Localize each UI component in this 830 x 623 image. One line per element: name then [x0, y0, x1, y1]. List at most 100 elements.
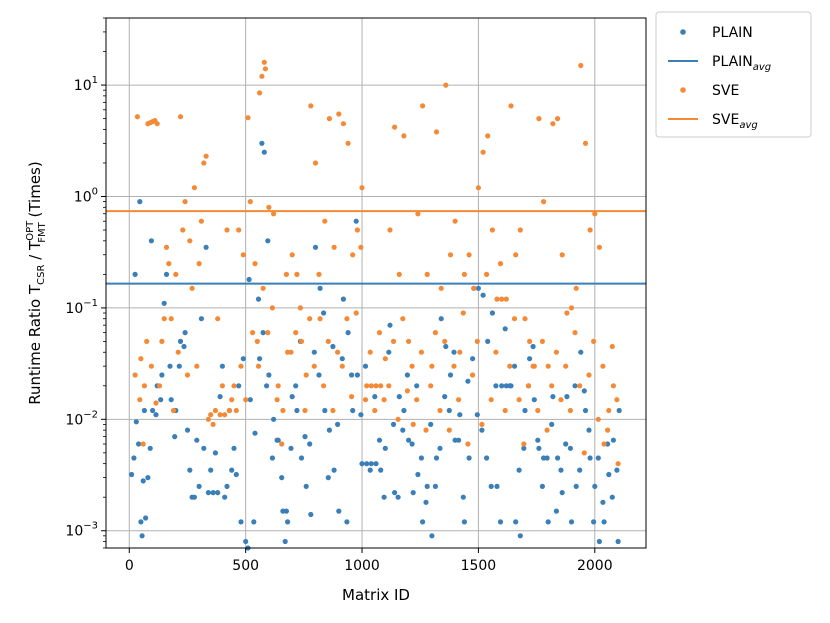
point-sve	[549, 383, 555, 389]
point-sve	[349, 394, 355, 400]
point-plain	[563, 441, 569, 447]
point-plain	[158, 397, 164, 403]
point-plain	[396, 394, 402, 400]
point-plain	[376, 437, 383, 443]
point-plain	[596, 538, 603, 545]
point-sve	[410, 421, 416, 427]
point-plain	[443, 343, 449, 350]
point-sve	[595, 416, 601, 422]
point-plain	[362, 363, 369, 369]
point-sve	[316, 271, 322, 277]
point-plain	[586, 427, 592, 433]
point-sve	[280, 407, 286, 414]
point-plain	[261, 149, 267, 155]
point-sve	[452, 218, 458, 224]
plot-frame	[105, 17, 647, 549]
point-plain	[219, 363, 225, 369]
point-plain	[311, 349, 317, 355]
point-plain	[530, 343, 536, 350]
point-plain	[460, 494, 466, 500]
point-plain	[339, 356, 345, 362]
point-sve	[191, 185, 197, 191]
point-sve	[294, 271, 300, 277]
point-plain	[499, 383, 505, 389]
legend-box	[655, 11, 812, 138]
point-sve	[283, 271, 289, 277]
point-sve	[489, 227, 495, 233]
point-plain	[181, 343, 187, 350]
point-plain	[446, 407, 452, 414]
point-sve	[488, 397, 494, 403]
point-plain	[432, 483, 438, 489]
point-plain	[400, 427, 406, 433]
point-sve	[362, 397, 369, 403]
point-plain	[345, 330, 351, 336]
point-sve	[140, 441, 146, 447]
point-sve	[194, 363, 200, 369]
point-sve	[563, 363, 569, 369]
point-sve	[460, 310, 466, 316]
point-sve	[293, 330, 299, 336]
point-plain	[266, 372, 272, 378]
series-sve	[132, 59, 621, 467]
point-sve	[480, 149, 486, 155]
point-sve	[457, 349, 463, 355]
point-sve	[503, 296, 509, 302]
point-sve	[513, 252, 519, 258]
point-sve	[429, 363, 435, 369]
point-plain	[145, 475, 151, 481]
point-sve	[353, 310, 359, 316]
point-plain	[573, 483, 579, 489]
point-sve	[479, 421, 485, 427]
point-sve	[432, 330, 438, 336]
point-plain	[564, 394, 570, 400]
point-plain	[479, 427, 485, 433]
point-plain	[335, 421, 341, 427]
point-sve	[499, 296, 505, 302]
point-sve	[137, 397, 143, 403]
point-plain	[568, 519, 575, 525]
point-sve	[559, 252, 565, 258]
point-plain	[392, 490, 398, 496]
point-sve	[615, 461, 621, 467]
point-sve	[231, 383, 237, 389]
point-plain	[386, 349, 392, 355]
point-plain	[303, 483, 309, 489]
point-sve	[279, 441, 285, 447]
point-sve	[601, 441, 607, 447]
point-sve	[215, 316, 221, 322]
point-plain	[494, 483, 500, 489]
point-sve	[340, 121, 346, 127]
point-sve	[266, 204, 272, 210]
point-plain	[260, 330, 266, 336]
point-plain	[582, 407, 589, 414]
point-plain	[484, 455, 490, 461]
point-plain	[616, 407, 622, 414]
scatter-points	[129, 59, 622, 551]
legend-item: PLAINavg	[668, 54, 771, 73]
point-plain	[172, 434, 178, 440]
point-plain	[418, 455, 424, 461]
point-sve	[474, 338, 480, 344]
point-sve	[521, 441, 527, 447]
point-plain	[243, 538, 249, 545]
point-plain	[592, 483, 598, 489]
point-sve	[527, 338, 533, 344]
point-plain	[438, 316, 444, 322]
point-plain	[143, 515, 149, 521]
y-axis-label: Runtime Ratio TCSR / TOPTFMT (Times)	[25, 161, 48, 404]
point-plain	[194, 437, 200, 443]
point-plain	[150, 407, 156, 414]
point-sve	[289, 252, 295, 258]
point-sve	[390, 338, 397, 344]
point-sve	[424, 271, 430, 277]
point-plain	[591, 519, 597, 525]
point-sve	[364, 383, 370, 389]
point-plain	[587, 455, 593, 461]
point-sve	[497, 261, 504, 267]
point-sve	[184, 372, 191, 378]
point-sve	[442, 338, 448, 344]
point-plain	[265, 238, 271, 244]
point-plain	[493, 383, 499, 389]
point-plain	[511, 363, 518, 369]
